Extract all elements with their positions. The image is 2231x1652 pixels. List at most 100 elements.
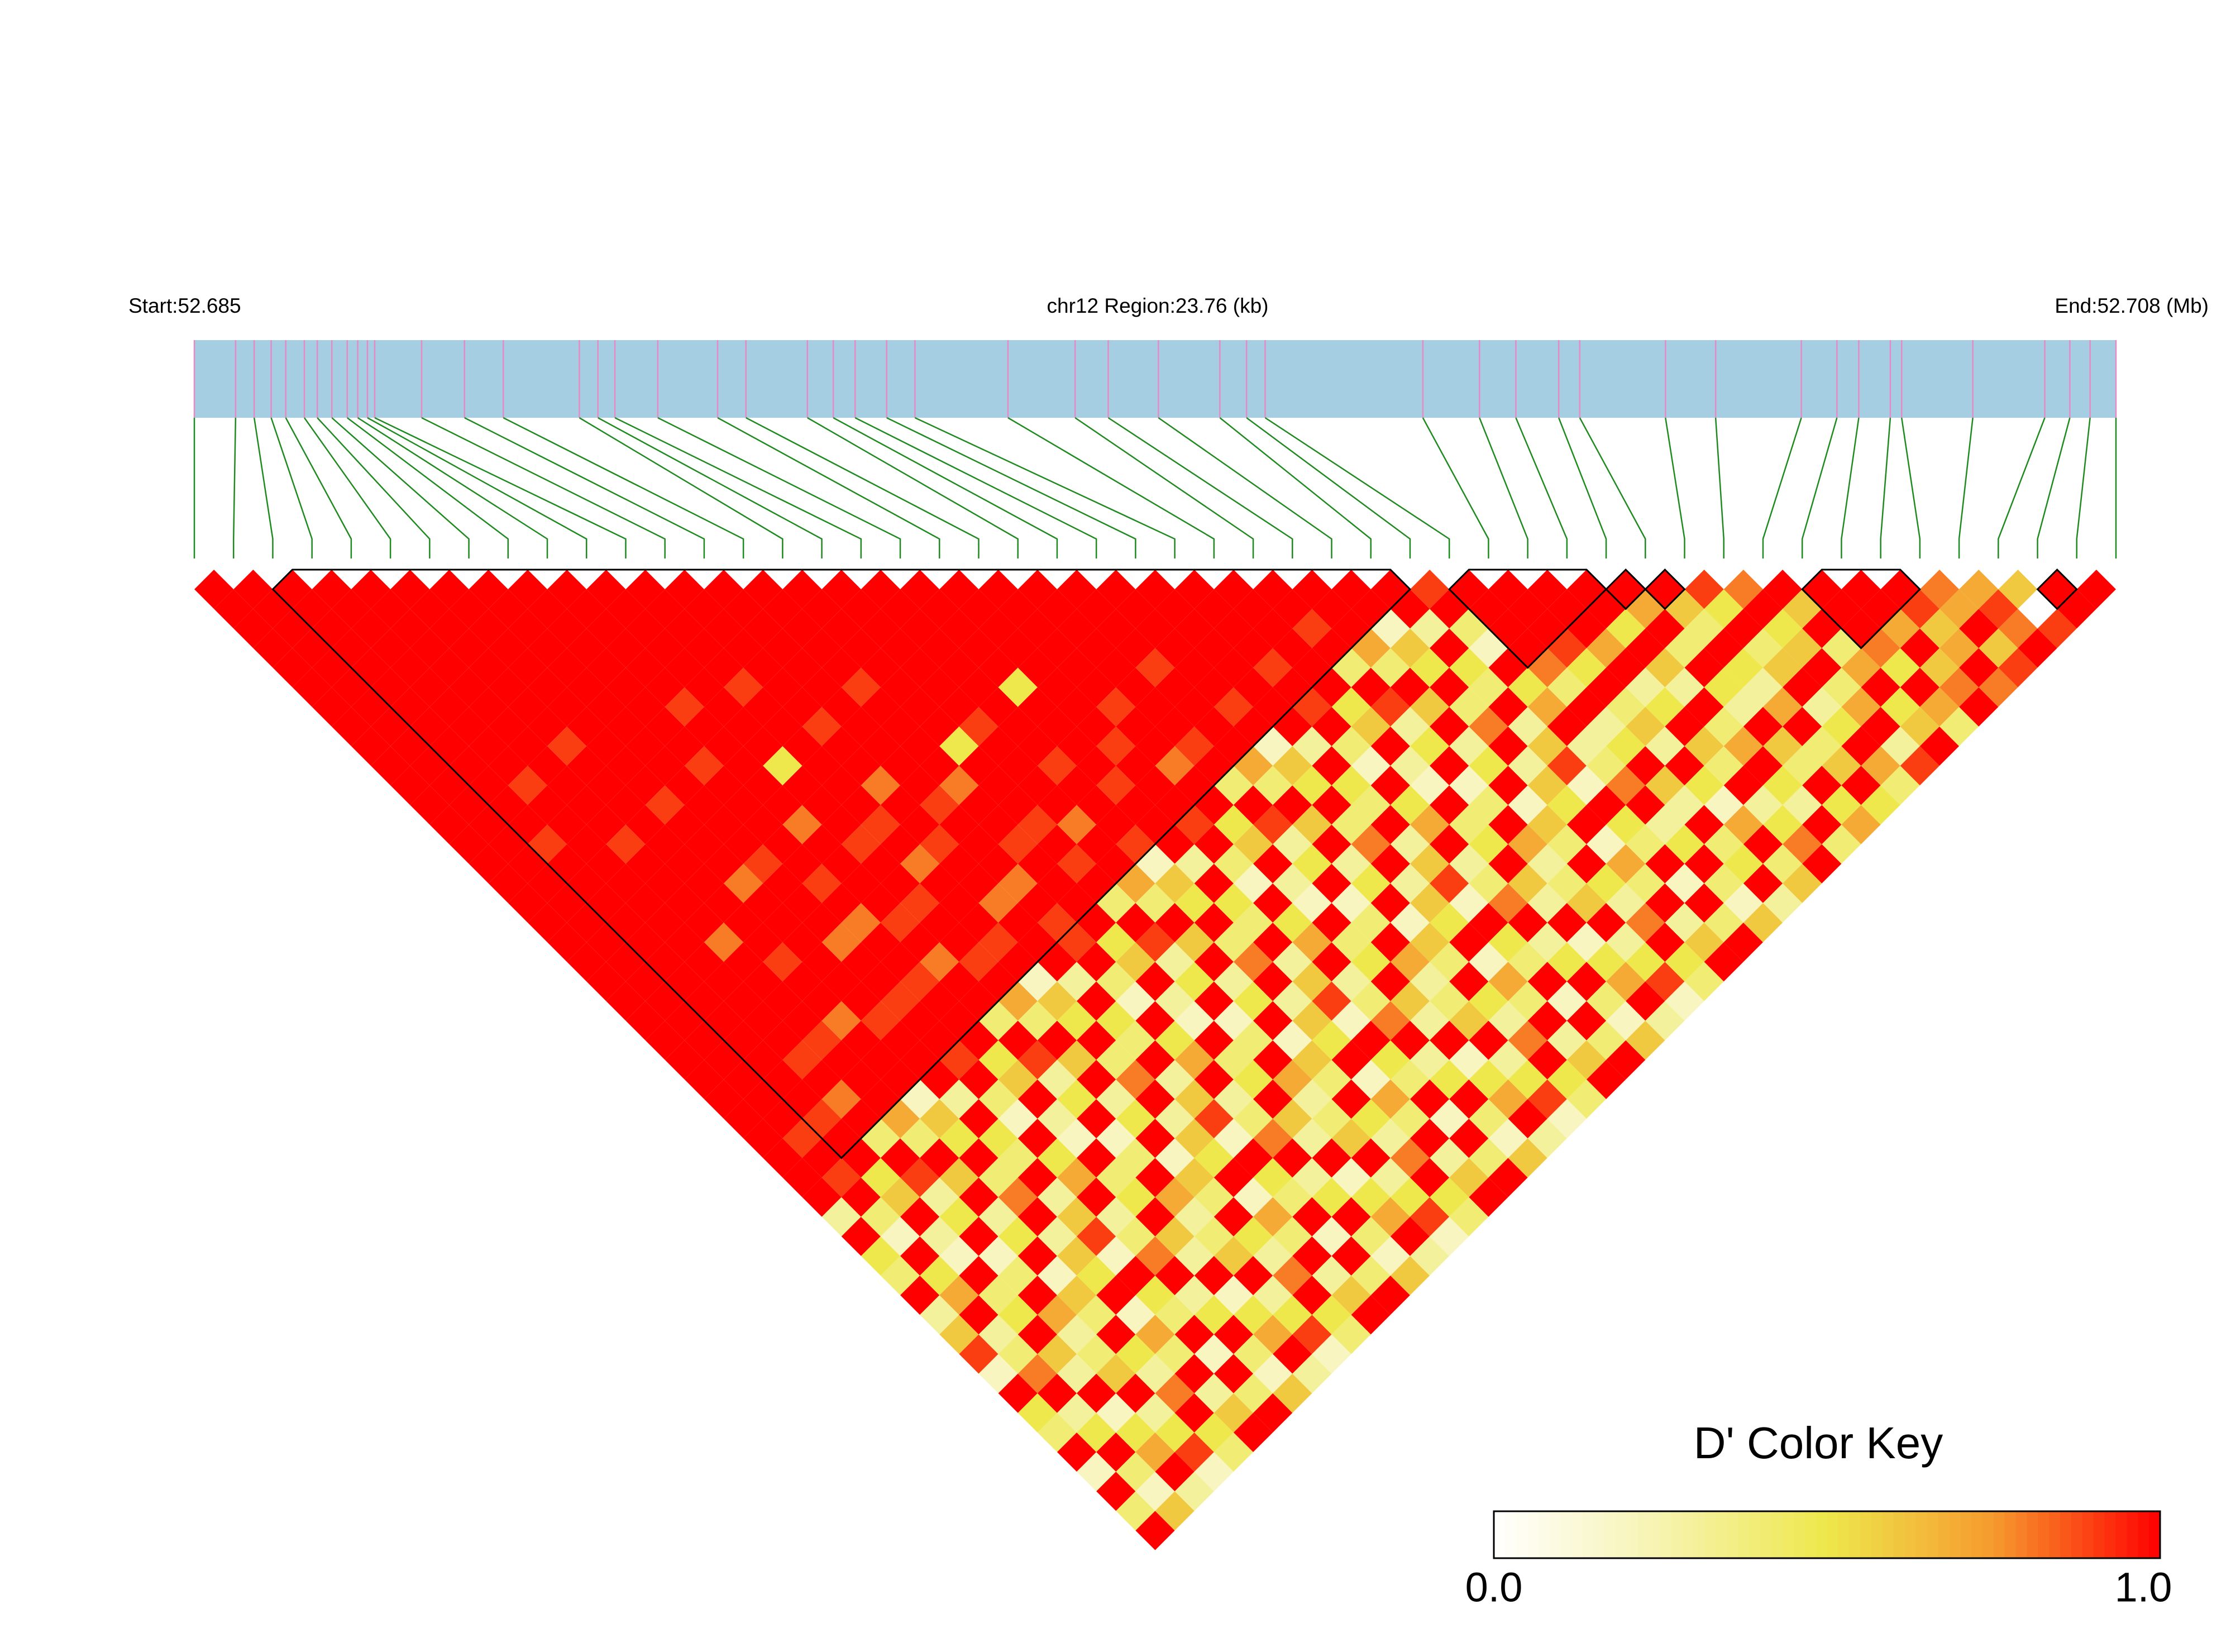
ld-cell	[1410, 1197, 1450, 1236]
ld-cell	[449, 628, 489, 668]
ld-cell	[782, 844, 822, 884]
snp-connector	[717, 417, 940, 558]
ld-cell	[1017, 1354, 1057, 1393]
ld-cell	[743, 1001, 783, 1040]
ld-cell	[939, 1079, 979, 1119]
ld-cell	[1880, 766, 1920, 805]
colorbar-step	[1571, 1511, 1583, 1558]
colorbar-step	[1860, 1511, 1872, 1558]
snp-connector	[1801, 417, 1838, 558]
colorbar-step	[1949, 1511, 1961, 1558]
colorbar-step	[1838, 1511, 1850, 1558]
ld-cell	[1253, 648, 1293, 687]
ld-cell	[978, 570, 1018, 609]
ld-cell	[1488, 923, 1528, 962]
ld-cell	[1017, 1393, 1057, 1433]
ld-cell	[861, 883, 901, 923]
snp-connector	[1958, 417, 1974, 558]
ld-cell	[1410, 1236, 1450, 1276]
ld-cell	[1057, 1119, 1097, 1158]
ld-cell	[351, 570, 391, 609]
ld-cell	[1861, 785, 1900, 825]
ld-cell	[1665, 981, 1704, 1021]
ld-cell	[527, 628, 567, 668]
ld-cell	[1488, 883, 1528, 923]
ld-block	[1604, 568, 1647, 610]
ld-block	[271, 569, 1412, 1159]
ld-cell	[1174, 726, 1214, 766]
ld-cell	[861, 923, 901, 962]
ld-cell	[1017, 766, 1057, 805]
ld-cell	[469, 687, 508, 727]
colorbar-step	[1604, 1511, 1617, 1558]
ld-cell	[1331, 1040, 1371, 1080]
colorbar-step	[1782, 1511, 1794, 1558]
ld-cell	[371, 628, 410, 668]
ld-cell	[1743, 903, 1783, 943]
colorbar-step	[1927, 1511, 1939, 1558]
snp-connector	[253, 417, 274, 558]
ld-cell	[1057, 1432, 1097, 1472]
ld-cell	[1331, 1315, 1371, 1354]
ld-cell	[1253, 1040, 1293, 1080]
ld-cell	[1096, 1393, 1136, 1433]
ld-cell	[782, 766, 822, 805]
ld-cell	[939, 1236, 979, 1276]
snp-connector	[2037, 417, 2071, 558]
ld-cell	[625, 648, 665, 687]
ld-cell	[1017, 1276, 1057, 1315]
ld-cell	[861, 1040, 901, 1080]
ld-cell	[1410, 1079, 1450, 1119]
ld-cell	[665, 923, 704, 962]
ld-cell	[1488, 570, 1528, 609]
ld-cell	[978, 1315, 1018, 1354]
ld-cell	[1488, 844, 1528, 884]
ld-cell	[625, 1001, 665, 1040]
ld-cell	[1057, 1040, 1097, 1080]
ld-cell	[1057, 1315, 1097, 1354]
colorbar-step	[1938, 1511, 1950, 1558]
ld-cell	[1253, 1119, 1293, 1158]
ld-cell	[978, 726, 1018, 766]
ld-cell	[1783, 863, 1822, 903]
ld-cell	[743, 883, 783, 923]
ld-cell	[900, 648, 940, 687]
ld-cell	[1704, 942, 1743, 982]
ld-cell	[1174, 1119, 1214, 1158]
colorbar-step	[1593, 1511, 1606, 1558]
ld-cell	[1802, 687, 1842, 727]
ld-cell	[2037, 609, 2077, 648]
ld-cell	[1566, 1001, 1607, 1040]
snp-connector	[1246, 417, 1411, 558]
ld-cell	[1292, 570, 1332, 609]
ld-cell	[469, 844, 508, 884]
ld-cell	[469, 609, 508, 648]
ld-cell	[704, 923, 744, 962]
colorbar-step	[1649, 1511, 1661, 1558]
position-bar	[194, 340, 2116, 418]
ld-cell	[743, 570, 783, 609]
ld-cell	[1331, 766, 1371, 805]
ld-cell	[1723, 570, 1763, 609]
ld-cell	[861, 1197, 901, 1236]
colorbar-step	[2015, 1511, 2028, 1558]
ld-cell	[1488, 766, 1528, 805]
ld-cell	[449, 746, 489, 786]
ld-cell	[331, 628, 371, 668]
ld-cell	[1331, 1001, 1371, 1040]
colorbar-step	[1727, 1511, 1739, 1558]
colorbar-frame	[1493, 1510, 2161, 1559]
ld-cell	[429, 805, 469, 844]
ld-cell	[743, 687, 783, 727]
ld-cell	[1096, 1472, 1136, 1511]
ld-cell	[1979, 667, 2018, 707]
ld-cell	[939, 923, 979, 962]
ld-cell	[312, 570, 351, 609]
colorbar-step	[2060, 1511, 2072, 1558]
ld-cell	[527, 667, 567, 707]
ld-cell	[821, 1079, 861, 1119]
ld-cell	[782, 648, 822, 687]
ld-cell	[292, 667, 332, 707]
ld-cell	[1253, 923, 1293, 962]
ld-cell	[1096, 1276, 1136, 1315]
